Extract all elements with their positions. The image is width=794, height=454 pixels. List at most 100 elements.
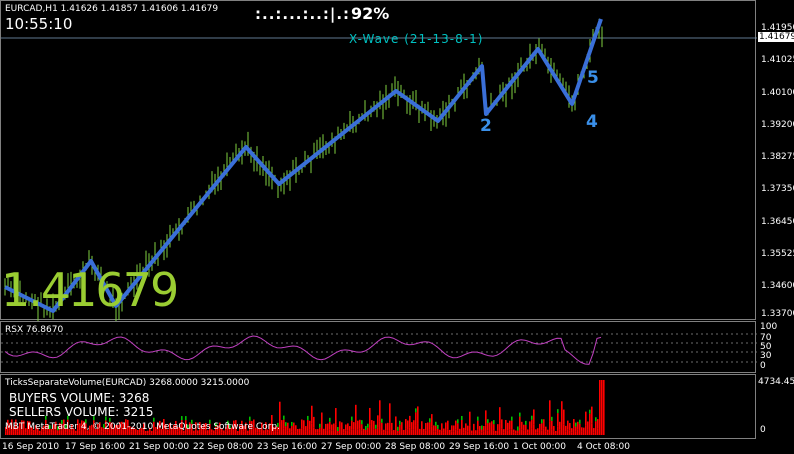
sell-volume-bar [245,430,247,435]
sell-volume-bar [583,432,585,435]
sell-volume-bar [343,429,345,433]
sell-volume-bar [539,430,541,435]
sell-volume-bar [591,406,593,424]
sell-volume-bar [483,431,485,435]
sell-volume-bar [161,432,163,435]
sell-volume-bar [559,429,561,435]
sell-volume-bar [361,424,363,431]
sell-volume-bar [227,424,229,431]
price-tick: 1.38275 [761,152,794,162]
sell-volume-bar [275,426,277,432]
sell-volume-bar [169,423,171,431]
sell-volume-bar [51,432,53,435]
sell-volume-bar [519,416,521,428]
time-axis[interactable]: 16 Sep 2010 17 Sep 16:00 21 Sep 00:00 22… [0,439,756,454]
sell-volume-bar [45,428,47,435]
buy-volume-bar [415,408,417,413]
sell-volume-bar [463,432,465,435]
sell-volume-bar [389,403,391,423]
sell-volume-bar [285,431,287,435]
sell-volume-bar [401,429,403,435]
sell-volume-bar [71,424,73,431]
sell-volume-bar [451,431,453,435]
sell-volume-bar [185,429,187,435]
sell-volume-bar [317,429,319,433]
sell-volume-bar [379,400,381,422]
sell-volume-bar [575,426,577,432]
buy-volume-bar [381,418,383,423]
sell-volume-bar [333,423,335,431]
sell-volume-bar [167,432,169,435]
sell-volume-bar [437,428,439,433]
sell-volume-bar [497,424,499,431]
sell-volume-bar [389,422,391,435]
sell-volume-bar [601,380,603,413]
sell-volume-bar [169,430,171,435]
sell-volume-bar [515,430,517,434]
sell-volume-bar [455,420,457,430]
sell-volume-bar [467,431,469,435]
sell-volume-bar [395,416,397,428]
price-tick: 1.39200 [761,120,794,130]
sell-volume-bar [273,426,275,432]
sellers-volume: SELLERS VOLUME: 3215 [9,405,154,419]
price-chart-canvas [1,18,757,321]
rsx-indicator-pane[interactable]: RSX 76.8670 [0,321,757,373]
rsx-level: 30 [760,351,772,361]
sell-volume-bar [19,430,21,435]
sell-volume-bar [527,432,529,435]
sell-volume-bar [391,430,393,435]
sell-volume-bar [195,422,197,430]
sell-volume-bar [419,432,421,435]
sell-volume-bar [411,422,413,430]
sell-volume-bar [367,432,369,435]
sell-volume-bar [525,430,527,435]
sell-volume-bar [581,427,583,432]
sell-volume-bar [89,431,91,435]
sell-volume-bar [143,423,145,431]
sell-volume-bar [459,428,461,433]
sell-volume-bar [299,432,301,435]
buy-volume-bar [351,416,353,421]
sell-volume-bar [489,422,491,431]
volume-indicator-pane[interactable]: TicksSeparateVolume(EURCAD) 3268.0000 32… [0,374,756,439]
sell-volume-bar [37,432,39,435]
sell-volume-bar [541,423,543,431]
sell-volume-bar [433,425,435,432]
buy-volume-bar [229,425,231,430]
buy-volume-bar [511,416,513,421]
sell-volume-bar [293,422,295,431]
buy-volume-bar [557,409,559,414]
time-tick: 28 Sep 08:00 [385,442,446,452]
sell-volume-bar [113,427,115,433]
sell-volume-bar [161,428,163,433]
sell-volume-bar [385,430,387,435]
buy-volume-bar [579,419,581,424]
sell-volume-bar [531,419,533,429]
sell-volume-bar [91,430,93,435]
sell-volume-bar [365,432,367,435]
sell-volume-bar [457,423,459,431]
price-chart-pane[interactable]: EURCAD,H1 1.41626 1.41857 1.41606 1.4167… [0,0,757,321]
sell-volume-bar [391,422,393,431]
sell-volume-bar [97,423,99,431]
sell-volume-bar [17,431,19,435]
volume-canvas [5,380,605,435]
sell-volume-bar [441,423,443,431]
price-axis[interactable]: 1.41950 1.41679 1.41025 1.40100 1.39200 … [756,0,794,320]
sell-volume-bar [305,431,307,435]
sell-volume-bar [21,429,23,435]
sell-volume-bar [139,432,141,435]
buy-volume-bar [103,424,105,429]
sell-volume-bar [523,424,525,431]
sell-volume-bar [275,431,277,435]
sell-volume-bar [231,427,233,433]
sell-volume-bar [319,427,321,433]
sell-volume-bar [191,423,193,431]
sell-volume-bar [503,429,505,433]
sell-volume-bar [341,422,343,430]
sell-volume-bar [311,405,313,424]
sell-volume-bar [377,415,379,428]
buy-volume-bar [525,420,527,425]
sell-volume-bar [21,420,23,430]
